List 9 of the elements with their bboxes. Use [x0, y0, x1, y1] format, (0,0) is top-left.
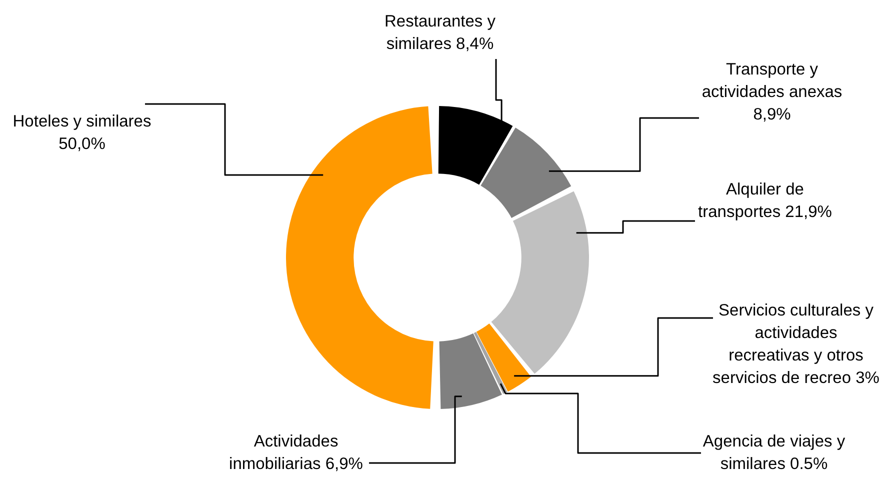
slice-label: Servicios culturales y actividades recreativas y otros servicios de recreo 3%: [712, 302, 880, 388]
slice-label: Hoteles y similares: [12, 112, 152, 131]
data-label: 8,9%: [753, 106, 792, 124]
slice-label: Transporte y actividades anexas: [702, 60, 842, 102]
slice-label: Alquiler de transportes 21,9%: [698, 180, 832, 222]
slice-label: Agencia de viajes y similares 0.5%: [702, 432, 846, 474]
slice-label: Actividades inmobiliarias 6,9%: [229, 432, 364, 474]
data-label: 50,0%: [58, 135, 106, 154]
slice-label: Restaurantes y similares 8,4%: [384, 12, 496, 54]
